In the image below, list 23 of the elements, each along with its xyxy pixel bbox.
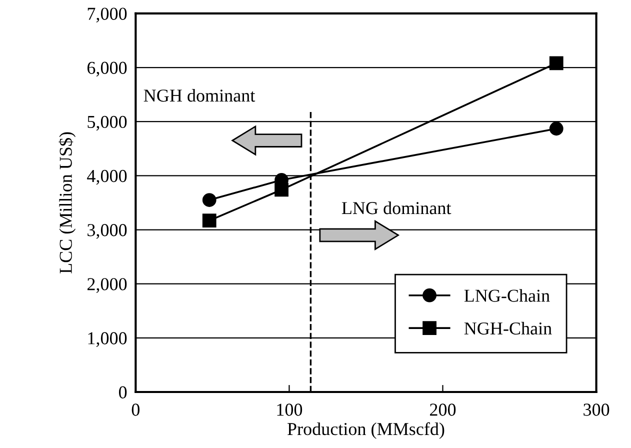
point (549, 56, 564, 70)
y-tick-label: 0 (118, 386, 127, 398)
legend-label: NGH-Chain (464, 322, 552, 335)
legend-label: LNG-Chain (464, 289, 550, 302)
point (202, 193, 216, 207)
y-tick-label: 3,000 (88, 224, 127, 239)
point (202, 214, 216, 228)
y-tick-label: 4,000 (87, 170, 127, 185)
y-axis-title: LCC (Million US$) (58, 132, 76, 274)
x-tick-label: 0 (132, 404, 140, 416)
annotation: LNG dominant (342, 201, 452, 214)
y-tick-label: 7,000 (88, 8, 127, 22)
annotation: NGH dominant (144, 89, 256, 102)
point (549, 122, 564, 136)
x-tick-label: 200 (430, 404, 456, 416)
y-tick-label: 1,000 (88, 332, 127, 347)
y-tick-label: 6,000 (87, 62, 127, 77)
x-tick-label: 100 (277, 404, 302, 416)
y-tick-label: 5,000 (88, 116, 127, 131)
x-axis-title: Production (MMscfd) (288, 422, 444, 439)
x-tick-label: 300 (584, 404, 610, 416)
y-tick-label: 2,000 (88, 278, 127, 293)
point (274, 182, 288, 197)
